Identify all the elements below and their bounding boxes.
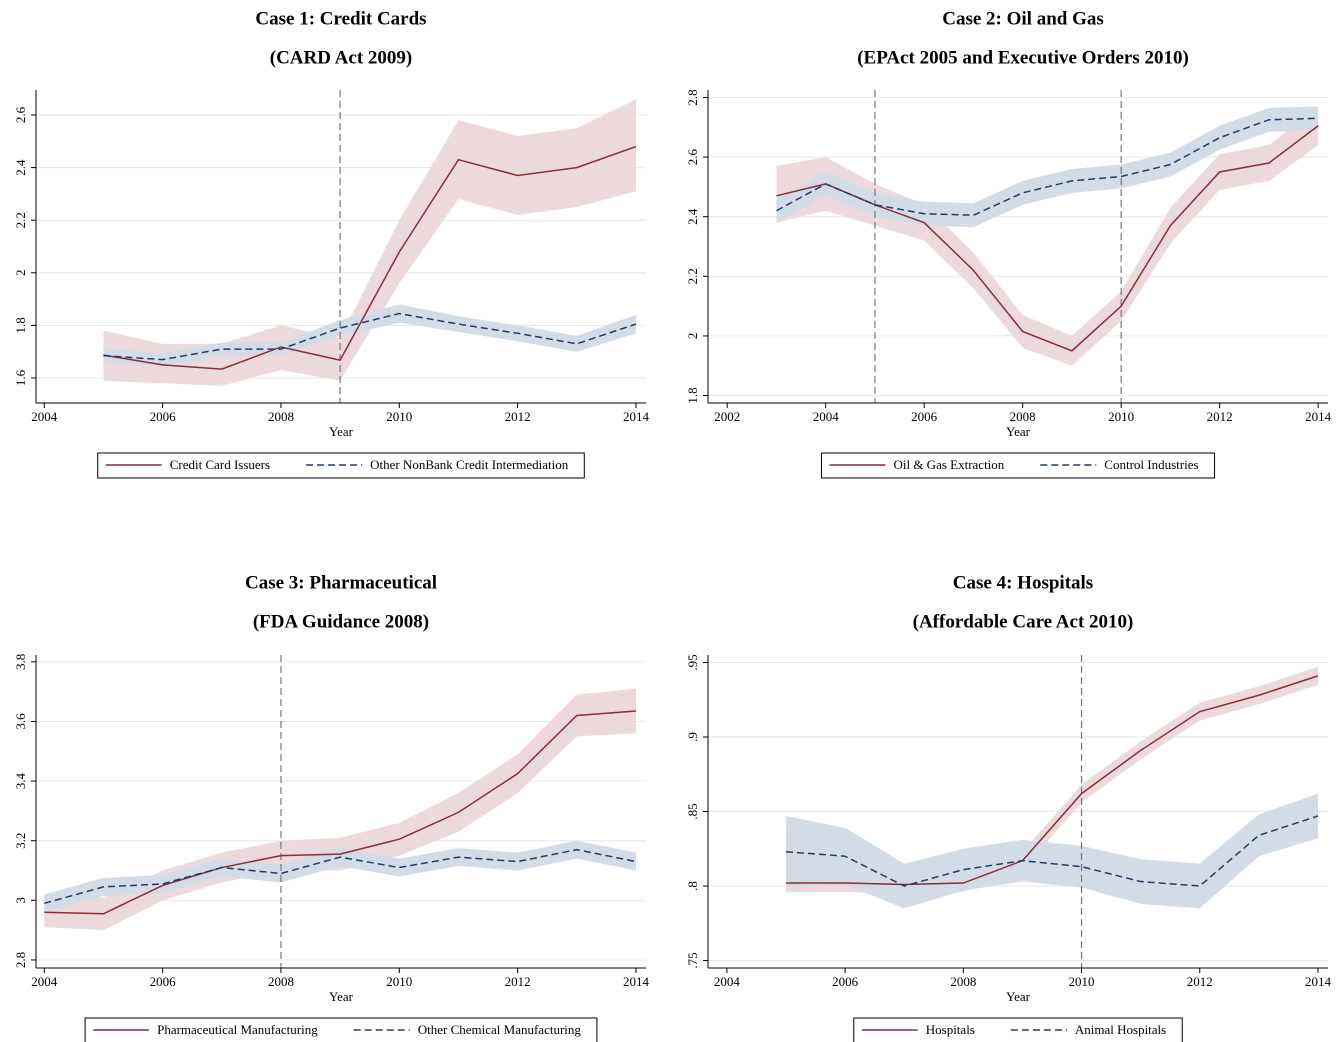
y-tick-label: 3 [13,897,28,904]
confidence-band [776,106,1319,366]
x-tick-label: 2010 [1069,974,1095,989]
y-tick-label: 1.6 [13,369,28,386]
series-line [103,145,637,370]
x-tick-label: 2014 [1305,409,1332,424]
x-tick-label: 2010 [386,409,412,424]
legend-label: Other NonBank Credit Intermediation [370,457,569,472]
legend-label: Animal Hospitals [1075,1022,1166,1037]
y-tick-label: 3.8 [13,654,28,670]
chart-title: Case 3: Pharmaceutical [245,572,437,593]
chart-title: Case 1: Credit Cards [255,8,426,29]
y-tick-label: .9 [685,732,700,742]
y-tick-label: .95 [685,654,700,670]
x-tick-label: 2008 [950,974,976,989]
y-tick-label: .8 [685,881,700,891]
legend-box [84,1017,598,1042]
x-axis-label: Year [329,989,354,1004]
chart-subtitle: (CARD Act 2009) [270,47,412,68]
legend-label: Credit Card Issuers [170,457,270,472]
y-tick-label: 2.6 [685,148,700,165]
y-tick-label: 2.2 [13,212,28,228]
legend: Pharmaceutical Manufacturing Other Chemic… [84,1017,598,1042]
y-tick-label: 2.2 [685,268,700,284]
x-tick-label: 2002 [714,409,740,424]
x-axis-label: Year [1006,989,1031,1004]
y-tick-label: 3.2 [13,833,28,849]
legend: Credit Card Issuers Other NonBank Credit … [97,452,585,479]
series-line [785,815,1319,887]
x-tick-label: 2012 [1207,409,1233,424]
y-tick-label: 2 [13,270,28,277]
y-tick-label: 2.6 [13,106,28,123]
legend-label: Oil & Gas Extraction [893,457,1004,472]
x-axis-label: Year [329,424,354,439]
x-tick-label: 2008 [268,974,294,989]
series-line [103,312,637,361]
legend-box [853,1017,1183,1042]
y-tick-label: 2.4 [13,159,28,176]
y-tick-label: .75 [685,952,700,968]
legend-label: Other Chemical Manufacturing [418,1022,582,1037]
y-tick-label: .85 [685,803,700,819]
confidence-band [776,106,1319,228]
y-tick-label: 2.8 [13,952,28,968]
series-line [786,675,1319,886]
y-tick-label: 1.8 [13,317,28,333]
legend-box [820,452,1216,479]
x-tick-label: 2004 [31,409,58,424]
confidence-band [103,304,636,367]
x-tick-label: 2008 [1010,409,1036,424]
chart-title: Case 4: Hospitals [953,572,1093,593]
series-line [44,710,636,915]
x-tick-label: 2012 [505,409,531,424]
x-tick-label: 2014 [623,974,650,989]
x-tick-label: 2014 [1305,974,1332,989]
x-tick-label: 2004 [31,974,58,989]
x-tick-label: 2006 [150,409,177,424]
confidence-band [786,793,1318,909]
confidence-band [786,666,1318,894]
x-tick-label: 2012 [505,974,531,989]
series-line [44,848,637,905]
legend-label: Hospitals [926,1022,975,1037]
y-tick-label: 3.6 [13,713,28,730]
x-tick-label: 2010 [1108,409,1134,424]
x-tick-label: 2010 [386,974,412,989]
legend-label: Pharmaceutical Manufacturing [157,1022,318,1037]
x-tick-label: 2004 [813,409,840,424]
x-tick-label: 2012 [1187,974,1213,989]
chart-subtitle: (Affordable Care Act 2010) [913,611,1134,632]
legend: Oil & Gas Extraction Control Industries [820,452,1216,479]
y-tick-label: 3.4 [13,772,28,789]
x-tick-label: 2006 [911,409,938,424]
x-tick-label: 2006 [150,974,177,989]
x-axis-label: Year [1006,424,1031,439]
chart-title: Case 2: Oil and Gas [942,8,1104,29]
chart-subtitle: (FDA Guidance 2008) [253,611,429,632]
y-tick-label: 2 [685,333,700,340]
y-tick-label: 2.4 [685,208,700,225]
x-tick-label: 2008 [268,409,294,424]
x-tick-label: 2004 [714,974,741,989]
legend: Hospitals Animal Hospitals [853,1017,1183,1042]
y-tick-label: 1.8 [685,387,700,403]
y-tick-label: 2.8 [685,89,700,105]
legend-label: Control Industries [1104,457,1198,472]
chart-subtitle: (EPAct 2005 and Executive Orders 2010) [857,47,1189,68]
series-line [776,117,1319,216]
x-tick-label: 2006 [832,974,859,989]
x-tick-label: 2014 [623,409,650,424]
